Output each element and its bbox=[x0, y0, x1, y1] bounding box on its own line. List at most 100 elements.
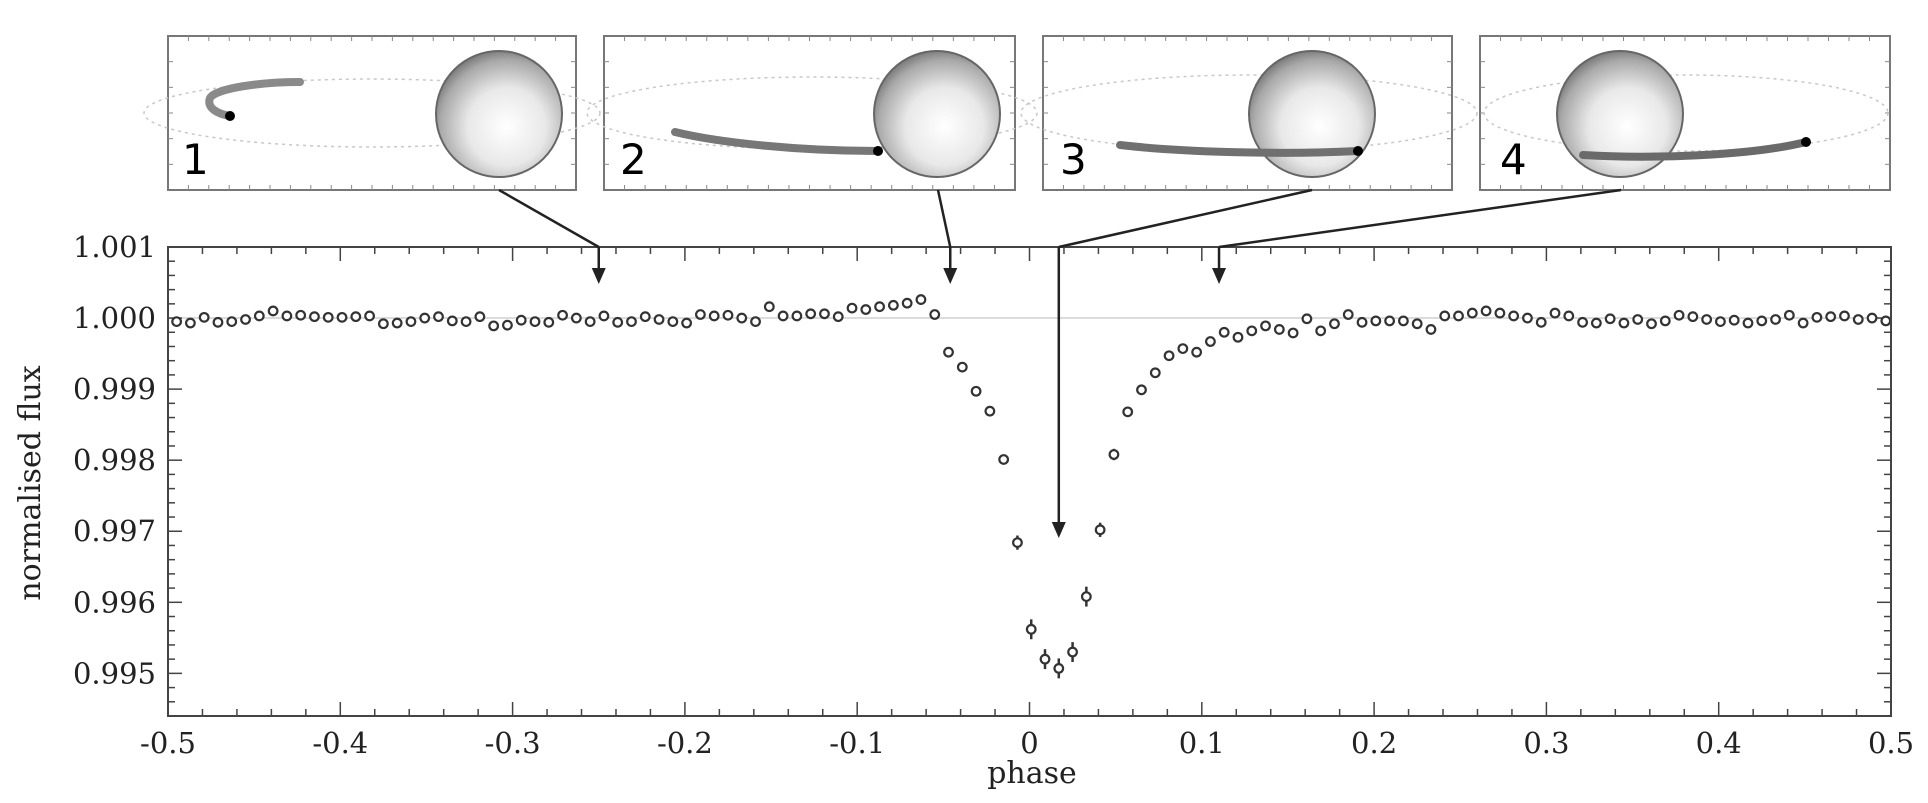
point-marker bbox=[1715, 316, 1726, 328]
point-marker bbox=[1080, 591, 1092, 603]
point-marker bbox=[1301, 313, 1313, 325]
data-point bbox=[970, 385, 982, 397]
point-marker bbox=[1246, 325, 1258, 337]
point-marker bbox=[212, 316, 224, 328]
point-marker bbox=[1439, 310, 1451, 322]
planet-trail bbox=[1579, 138, 1810, 161]
point-marker bbox=[819, 308, 830, 320]
data-point bbox=[1094, 522, 1106, 537]
y-tick-labels: 1.001 1.000 0.999 0.998 0.997 0.996 0.995 bbox=[73, 230, 156, 690]
star-disk bbox=[1248, 50, 1376, 178]
point-marker bbox=[1342, 309, 1354, 320]
data-point bbox=[639, 311, 651, 323]
data-point bbox=[267, 305, 279, 317]
point-marker bbox=[226, 316, 238, 328]
orbit-panel-1: 1 bbox=[143, 35, 601, 191]
point-marker bbox=[1108, 449, 1120, 460]
point-marker bbox=[1025, 623, 1037, 635]
point-marker bbox=[1039, 653, 1051, 665]
point-marker bbox=[1742, 317, 1754, 329]
panel-ticks bbox=[1043, 36, 1452, 190]
data-point bbox=[1825, 311, 1837, 323]
data-point bbox=[1659, 315, 1671, 327]
point-marker bbox=[1508, 310, 1520, 322]
point-marker bbox=[887, 299, 899, 311]
data-point bbox=[377, 318, 389, 330]
data-point bbox=[1742, 317, 1754, 329]
y-axis-title: normalised flux bbox=[13, 365, 48, 600]
point-marker bbox=[433, 311, 444, 323]
point-marker bbox=[1825, 311, 1837, 323]
data-point bbox=[1053, 658, 1065, 679]
data-point bbox=[915, 294, 927, 305]
data-point bbox=[1480, 305, 1492, 317]
data-point bbox=[1080, 586, 1092, 607]
y-tick-label: 1.000 bbox=[73, 301, 156, 335]
data-point bbox=[1466, 307, 1478, 319]
point-marker bbox=[1563, 310, 1575, 322]
point-marker bbox=[1852, 314, 1864, 325]
y-tick-label: 0.995 bbox=[73, 656, 156, 690]
point-marker bbox=[874, 301, 885, 313]
point-marker bbox=[612, 316, 624, 328]
arrow-panel-2 bbox=[936, 189, 958, 284]
data-point bbox=[433, 311, 444, 323]
point-marker bbox=[1811, 311, 1823, 323]
data-point bbox=[846, 302, 858, 314]
data-point bbox=[1260, 320, 1271, 332]
arrow-head bbox=[1051, 522, 1066, 538]
point-marker bbox=[364, 310, 375, 322]
point-marker bbox=[1866, 312, 1878, 324]
point-marker bbox=[460, 316, 472, 328]
data-points bbox=[171, 294, 1892, 679]
point-marker bbox=[488, 320, 500, 332]
orbit-ellipse bbox=[143, 78, 601, 148]
planet-dot bbox=[1353, 146, 1363, 156]
point-marker bbox=[1122, 406, 1134, 418]
data-point bbox=[1329, 318, 1340, 330]
data-point bbox=[557, 309, 568, 321]
point-marker bbox=[1604, 313, 1616, 325]
y-tick-label: 0.997 bbox=[73, 514, 156, 548]
point-marker bbox=[791, 310, 803, 322]
point-marker bbox=[474, 311, 486, 323]
data-point bbox=[1646, 318, 1657, 330]
panel-frame bbox=[1042, 35, 1453, 191]
data-point bbox=[584, 316, 596, 328]
data-point bbox=[1384, 315, 1396, 327]
data-point bbox=[1232, 331, 1244, 343]
star-disk bbox=[873, 50, 1001, 178]
orbit-panel-4: 4 bbox=[1479, 35, 1891, 191]
planet-trail bbox=[1116, 141, 1362, 157]
data-point bbox=[1770, 314, 1781, 325]
data-point bbox=[1397, 315, 1409, 327]
data-point bbox=[419, 312, 431, 324]
data-point bbox=[198, 311, 210, 323]
data-point bbox=[1039, 649, 1051, 670]
arrow-panel-1 bbox=[498, 188, 606, 284]
data-point bbox=[1356, 316, 1368, 328]
point-marker bbox=[1783, 309, 1795, 321]
data-point bbox=[1177, 343, 1189, 355]
point-marker bbox=[681, 317, 693, 329]
point-marker bbox=[1205, 336, 1216, 347]
data-point bbox=[1549, 307, 1561, 319]
data-point bbox=[984, 405, 996, 417]
point-marker bbox=[1370, 315, 1382, 327]
point-marker bbox=[1494, 307, 1506, 319]
point-marker bbox=[1659, 315, 1671, 327]
point-marker bbox=[736, 312, 748, 324]
panel-number: 1 bbox=[182, 135, 209, 184]
x-tick-label: 0.1 bbox=[1179, 726, 1225, 760]
x-tick-labels: -0.5 -0.4 -0.3 -0.2 -0.1 0 0.1 0.2 0.3 0.4 0.5 bbox=[140, 726, 1914, 760]
data-point bbox=[956, 361, 968, 373]
data-point bbox=[708, 310, 720, 322]
y-tick-label: 0.996 bbox=[73, 585, 156, 619]
data-point bbox=[1218, 326, 1230, 338]
point-marker bbox=[915, 294, 927, 305]
point-marker bbox=[970, 385, 982, 397]
planet-trail bbox=[671, 128, 882, 155]
point-marker bbox=[1701, 314, 1713, 325]
point-marker bbox=[1273, 324, 1285, 335]
point-marker bbox=[322, 311, 334, 323]
